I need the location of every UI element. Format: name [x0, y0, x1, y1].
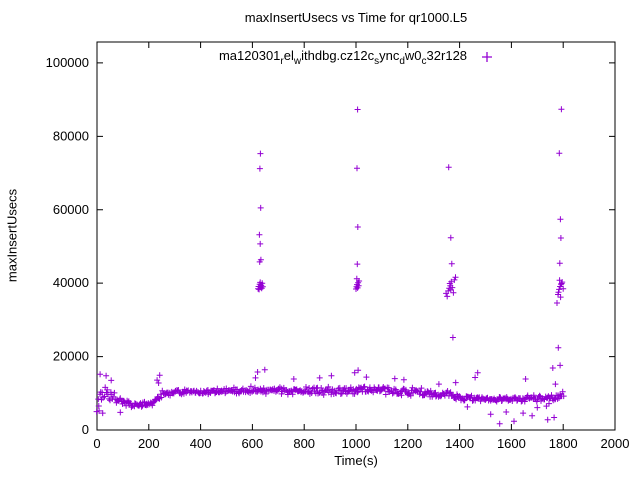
- x-tick-label: 0: [93, 436, 100, 451]
- y-tick-label: 80000: [53, 128, 89, 143]
- scatter-points: [93, 106, 567, 427]
- legend-label: ma120301relwithdbg.cz12csyncdw0c32r128: [218, 47, 468, 67]
- legend-marker-icon: [482, 52, 493, 62]
- x-tick-label: 2000: [601, 436, 630, 451]
- legend: ma120301relwithdbg.cz12csyncdw0c32r128: [97, 47, 615, 67]
- y-tick-label: 40000: [53, 275, 89, 290]
- x-tick-label: 800: [293, 436, 315, 451]
- x-tick-label: 1000: [342, 436, 371, 451]
- x-tick-label: 1800: [549, 436, 578, 451]
- x-tick-label: 200: [138, 436, 160, 451]
- x-tick-label: 1600: [497, 436, 526, 451]
- plot-border: [96, 41, 616, 431]
- y-tick-label: 0: [82, 422, 89, 437]
- x-tick-label: 400: [190, 436, 212, 451]
- x-axis-label: Time(s): [334, 453, 378, 468]
- x-tick-label: 1200: [393, 436, 422, 451]
- y-tick-label: 60000: [53, 202, 89, 217]
- chart-title: maxInsertUsecs vs Time for qr1000.L5: [244, 10, 468, 25]
- axis-ticks: [96, 42, 616, 431]
- x-tick-label: 1400: [445, 436, 474, 451]
- y-tick-label: 100000: [46, 55, 89, 70]
- x-tick-label: 600: [242, 436, 264, 451]
- y-tick-label: 20000: [53, 349, 89, 364]
